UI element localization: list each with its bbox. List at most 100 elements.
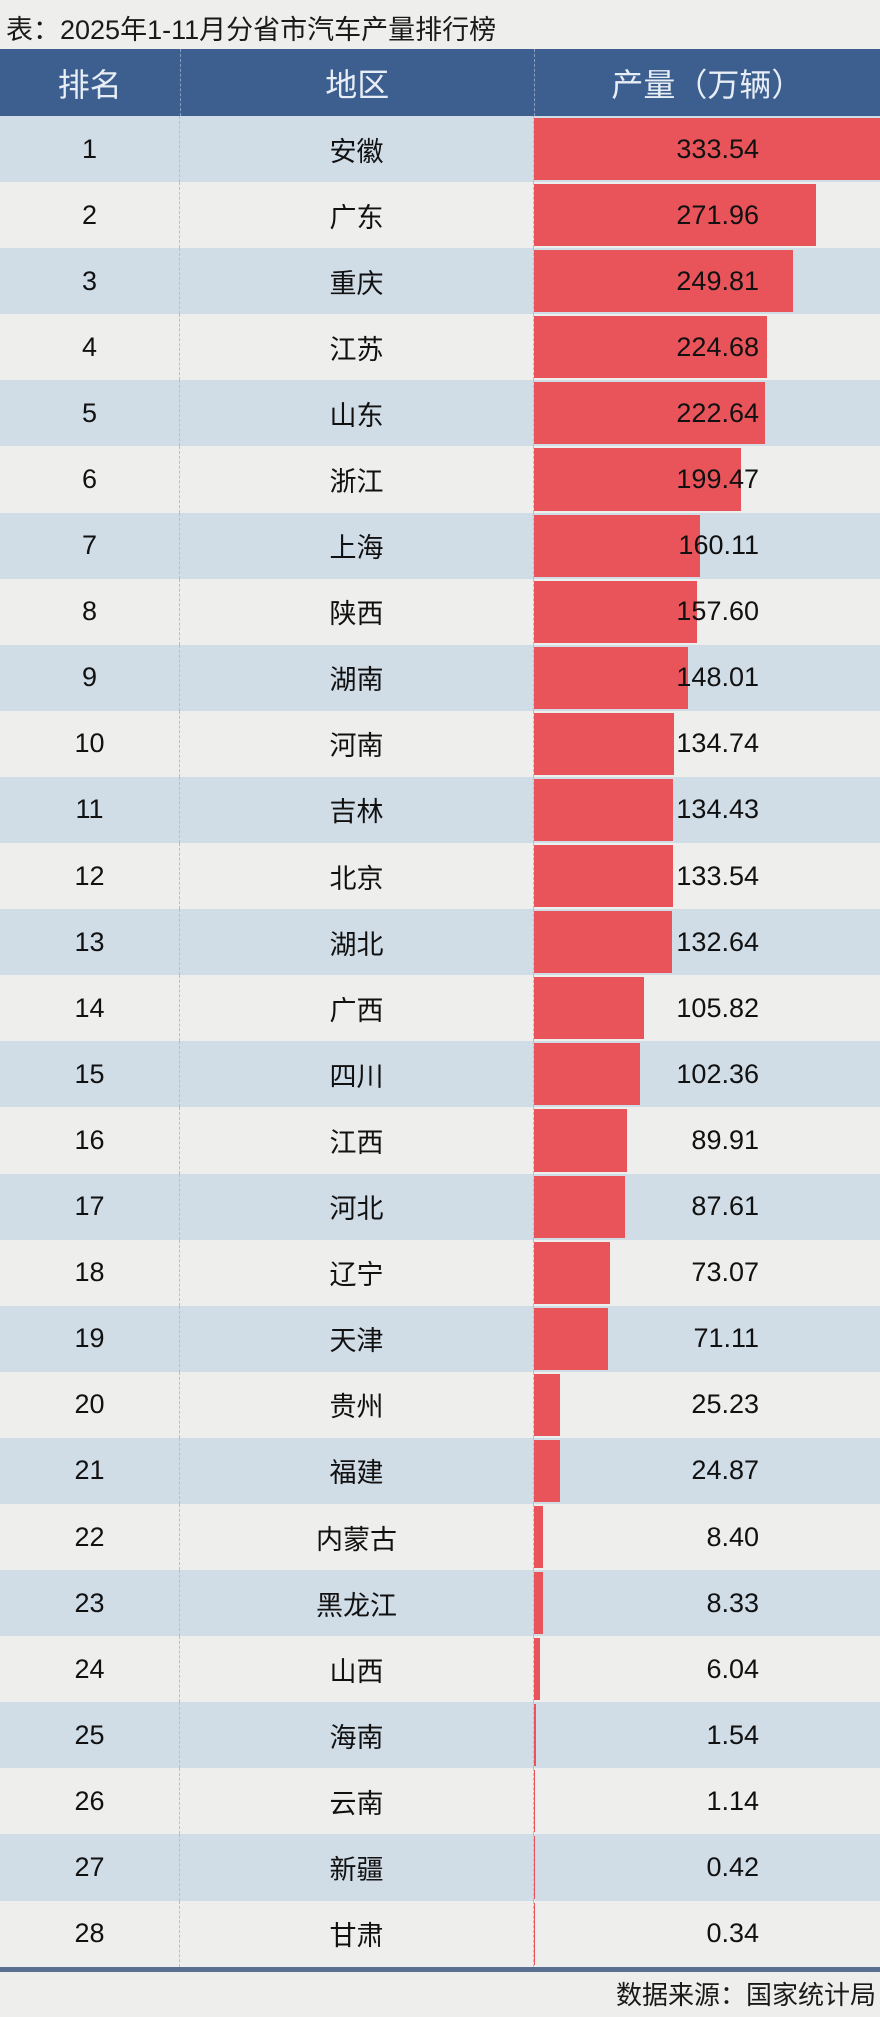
region-cell: 吉林	[180, 776, 534, 844]
table-row: 9 湖南 148.01	[0, 644, 880, 711]
output-value: 71.11	[693, 1323, 759, 1354]
region-cell: 黑龙江	[180, 1570, 534, 1637]
table-row: 23 黑龙江 8.33	[0, 1570, 880, 1637]
region-cell: 广西	[180, 975, 534, 1042]
rank-cell: 4	[0, 314, 180, 381]
table-row: 25 海南 1.54	[0, 1702, 880, 1769]
table-row: 22 内蒙古 8.40	[0, 1503, 880, 1571]
table-row: 6 浙江 199.47	[0, 446, 880, 513]
output-cell: 8.40	[534, 1504, 880, 1570]
table-row: 13 湖北 132.64	[0, 909, 880, 976]
output-value: 132.64	[676, 926, 759, 957]
output-cell: 89.91	[534, 1107, 880, 1173]
table-row: 5 山东 222.64	[0, 380, 880, 447]
region-cell: 新疆	[180, 1834, 534, 1901]
output-cell: 0.34	[534, 1901, 880, 1967]
output-cell: 134.74	[534, 711, 880, 777]
output-bar	[534, 448, 741, 511]
region-cell: 重庆	[180, 248, 534, 315]
rank-cell: 17	[0, 1173, 180, 1240]
region-cell: 河南	[180, 710, 534, 777]
region-cell: 陕西	[180, 578, 534, 645]
table-row: 20 贵州 25.23	[0, 1371, 880, 1438]
output-cell: 132.64	[534, 909, 880, 975]
output-bar	[534, 1770, 536, 1833]
output-bar	[534, 514, 701, 577]
output-value: 222.64	[676, 397, 759, 428]
output-value: 133.54	[676, 860, 759, 891]
region-cell: 北京	[180, 843, 534, 910]
table-row: 27 新疆 0.42	[0, 1834, 880, 1901]
output-value: 271.96	[676, 199, 759, 230]
output-bar	[534, 1109, 628, 1172]
table-header: 排名 地区 产量（万辆）	[0, 49, 880, 116]
output-value: 134.43	[676, 794, 759, 825]
output-bar	[534, 646, 688, 709]
output-bar	[534, 1241, 610, 1304]
bottom-border	[0, 1966, 880, 1972]
output-cell: 71.11	[534, 1306, 880, 1372]
output-value: 1.14	[706, 1785, 759, 1816]
output-cell: 87.61	[534, 1174, 880, 1240]
region-cell: 湖南	[180, 644, 534, 711]
header-region: 地区	[181, 49, 535, 116]
region-cell: 辽宁	[180, 1239, 534, 1306]
output-cell: 1.14	[534, 1768, 880, 1834]
output-bar	[534, 1505, 543, 1569]
output-value: 199.47	[676, 464, 759, 495]
output-value: 25.23	[691, 1389, 759, 1420]
table-row: 19 天津 71.11	[0, 1305, 880, 1372]
output-value: 8.33	[706, 1587, 759, 1618]
table-row: 28 甘肃 0.34	[0, 1900, 880, 1967]
rank-cell: 18	[0, 1239, 180, 1306]
output-cell: 73.07	[534, 1240, 880, 1306]
table-row: 11 吉林 134.43	[0, 776, 880, 844]
table-row: 3 重庆 249.81	[0, 248, 880, 315]
output-bar	[534, 118, 880, 181]
region-cell: 四川	[180, 1041, 534, 1108]
table-row: 17 河北 87.61	[0, 1173, 880, 1240]
output-cell: 102.36	[534, 1041, 880, 1107]
rank-cell: 22	[0, 1503, 180, 1571]
output-value: 249.81	[676, 265, 759, 296]
output-cell: 148.01	[534, 645, 880, 711]
rank-cell: 13	[0, 909, 180, 976]
table-row: 2 广东 271.96	[0, 182, 880, 249]
table-body: 1 安徽 333.54 2 广东 271.96 3 重庆 249.81 4 江苏 224.68 5 山东 2…	[0, 116, 880, 1967]
region-cell: 福建	[180, 1437, 534, 1504]
output-bar	[534, 1638, 541, 1701]
output-cell: 8.33	[534, 1570, 880, 1636]
output-cell: 157.60	[534, 579, 880, 645]
output-value: 102.36	[676, 1058, 759, 1089]
output-bar	[534, 1572, 543, 1635]
region-cell: 云南	[180, 1768, 534, 1835]
region-cell: 甘肃	[180, 1900, 534, 1967]
output-bar	[534, 316, 768, 379]
output-cell: 6.04	[534, 1636, 880, 1702]
rank-cell: 24	[0, 1636, 180, 1703]
output-bar	[534, 1704, 536, 1767]
rank-cell: 27	[0, 1834, 180, 1901]
region-cell: 江苏	[180, 314, 534, 381]
rank-cell: 12	[0, 843, 180, 910]
ranking-table: 排名 地区 产量（万辆） 1 安徽 333.54 2 广东 271.96 3 重庆 249.81…	[0, 49, 880, 1972]
output-bar	[534, 580, 698, 643]
region-cell: 河北	[180, 1173, 534, 1240]
output-bar	[534, 911, 672, 974]
output-value: 157.60	[676, 596, 759, 627]
output-cell: 24.87	[534, 1438, 880, 1504]
output-bar	[534, 1439, 560, 1502]
output-value: 8.40	[706, 1521, 759, 1552]
region-cell: 山东	[180, 380, 534, 447]
output-value: 1.54	[706, 1719, 759, 1750]
region-cell: 上海	[180, 512, 534, 579]
rank-cell: 2	[0, 182, 180, 249]
region-cell: 天津	[180, 1305, 534, 1372]
output-bar	[534, 1373, 561, 1436]
output-bar	[534, 977, 644, 1040]
table-row: 8 陕西 157.60	[0, 578, 880, 645]
output-cell: 105.82	[534, 975, 880, 1041]
output-cell: 199.47	[534, 446, 880, 512]
region-cell: 江西	[180, 1107, 534, 1174]
region-cell: 山西	[180, 1636, 534, 1703]
